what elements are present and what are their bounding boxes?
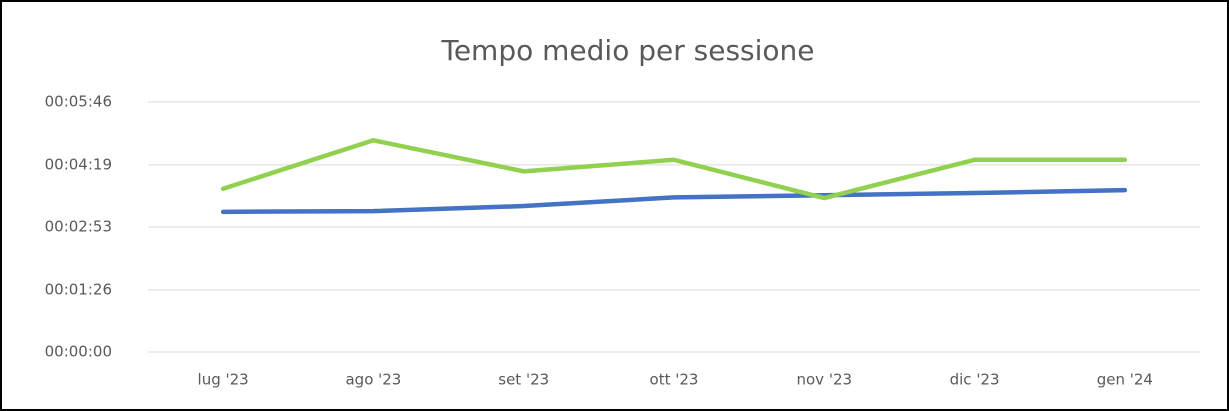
y-tick-label: 00:02:53 <box>45 218 112 236</box>
x-tick-label: set '23 <box>498 371 549 389</box>
x-tick-label: ago '23 <box>345 371 401 389</box>
chart-title: Tempo medio per sessione <box>440 34 814 67</box>
y-tick-label: 00:05:46 <box>45 93 112 111</box>
y-tick-label: 00:04:19 <box>45 155 112 173</box>
y-tick-label: 00:00:00 <box>45 343 112 361</box>
x-tick-label: nov '23 <box>797 371 853 389</box>
x-tick-label: lug '23 <box>198 371 249 389</box>
series-line <box>220 138 1128 201</box>
x-tick-label: gen '24 <box>1097 371 1153 389</box>
y-tick-label: 00:01:26 <box>45 280 112 298</box>
series-line <box>220 187 1128 215</box>
x-tick-label: ott '23 <box>650 371 699 389</box>
x-tick-label: dic '23 <box>950 371 1000 389</box>
